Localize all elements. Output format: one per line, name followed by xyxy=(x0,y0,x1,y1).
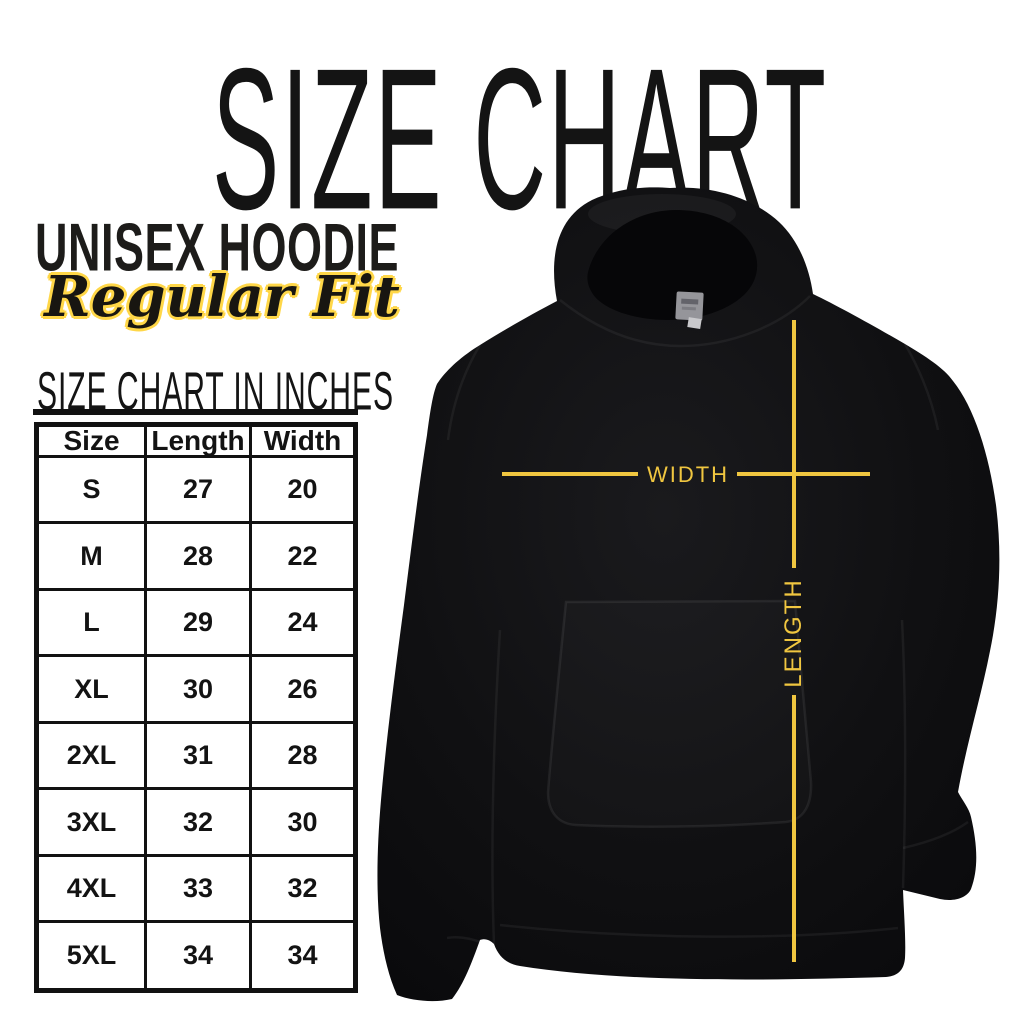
table-cell: 27 xyxy=(144,454,252,525)
section-underline xyxy=(33,409,358,415)
hoodie-photo xyxy=(370,183,1024,1024)
table-cell: 4XL xyxy=(35,853,147,924)
table-row: M 28 22 xyxy=(35,521,357,591)
col-header-size: Size xyxy=(35,423,147,458)
size-table-body: S 27 20 M 28 22 L 29 24 XL 30 26 2XL 31 28 3XL 32 30 4XL 33… xyxy=(35,454,357,992)
hoodie-seams xyxy=(446,295,969,945)
table-cell: 28 xyxy=(144,521,252,591)
width-measure-line-right xyxy=(737,472,870,476)
width-measure-line-left xyxy=(502,472,638,476)
hoodie-silhouette xyxy=(377,187,1000,1002)
length-measure-line-top xyxy=(792,320,796,568)
table-header-row: Size Length Width xyxy=(35,423,357,458)
table-row: S 27 20 xyxy=(35,454,357,525)
product-fit: Regular Fit xyxy=(44,264,400,330)
table-row: L 29 24 xyxy=(35,587,357,658)
table-cell: 34 xyxy=(144,920,252,992)
col-header-length: Length xyxy=(144,423,252,458)
table-cell: 34 xyxy=(249,920,357,992)
hood-interior xyxy=(587,210,758,320)
hoodie-illustration xyxy=(377,187,1000,1002)
table-cell: 20 xyxy=(249,454,357,525)
product-name: UNISEX HOODIE xyxy=(34,209,400,286)
table-row: 3XL 32 30 xyxy=(35,787,357,857)
length-measure-label: LENGTH xyxy=(780,578,807,688)
table-cell: 30 xyxy=(144,654,252,724)
table-cell: 29 xyxy=(144,587,252,658)
table-cell: 5XL xyxy=(35,920,147,992)
width-measure-label: WIDTH xyxy=(646,462,730,487)
table-cell: XL xyxy=(35,654,147,724)
table-cell: L xyxy=(35,587,147,658)
length-measure-line-bottom xyxy=(792,695,796,962)
table-cell: S xyxy=(35,454,147,525)
table-cell: 2XL xyxy=(35,720,147,791)
table-cell: 22 xyxy=(249,521,357,591)
table-cell: 31 xyxy=(144,720,252,791)
table-cell: 26 xyxy=(249,654,357,724)
neck-tag xyxy=(675,291,704,321)
table-row: 2XL 31 28 xyxy=(35,720,357,791)
table-cell: 32 xyxy=(249,853,357,924)
table-cell: 28 xyxy=(249,720,357,791)
col-header-width: Width xyxy=(249,423,357,458)
table-cell: 32 xyxy=(144,787,252,857)
table-cell: 3XL xyxy=(35,787,147,857)
table-cell: 24 xyxy=(249,587,357,658)
size-tab xyxy=(687,317,702,330)
table-cell: 30 xyxy=(249,787,357,857)
table-cell: M xyxy=(35,521,147,591)
table-cell: 33 xyxy=(144,853,252,924)
table-row: 5XL 34 34 xyxy=(35,920,357,992)
table-row: XL 30 26 xyxy=(35,654,357,724)
size-table: Size Length Width S 27 20 M 28 22 L 29 24 XL 30 26 2… xyxy=(34,422,358,993)
kangaroo-pocket xyxy=(546,599,813,828)
table-row: 4XL 33 32 xyxy=(35,853,357,924)
